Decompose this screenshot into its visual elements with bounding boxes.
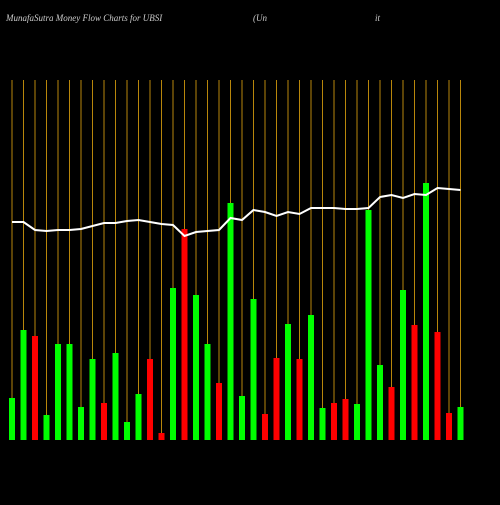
bar — [250, 299, 257, 440]
bar — [342, 399, 349, 440]
bar — [411, 325, 418, 440]
bar — [204, 344, 211, 440]
bar — [296, 359, 303, 440]
bar — [319, 408, 326, 440]
bar — [32, 336, 38, 440]
bar — [423, 183, 429, 440]
bar — [55, 344, 61, 440]
bar — [365, 210, 372, 440]
bar — [227, 203, 234, 440]
bar — [9, 398, 15, 440]
bar — [89, 359, 96, 440]
bar — [400, 290, 406, 440]
bar — [78, 407, 84, 440]
bar — [457, 407, 464, 440]
bar — [377, 365, 383, 440]
bar — [158, 433, 165, 440]
bar — [331, 403, 337, 440]
chart-subtitle-end: it — [375, 13, 381, 23]
chart-title: MunafaSutra Money Flow Charts for UBSI — [5, 13, 163, 23]
chart-subtitle: (Un — [253, 13, 267, 23]
bar — [101, 403, 107, 440]
bar — [354, 404, 360, 440]
bar — [308, 315, 314, 440]
bar — [20, 330, 27, 440]
bar — [434, 332, 441, 440]
bar — [112, 353, 119, 440]
bar — [388, 387, 395, 440]
bar — [135, 394, 142, 440]
bar — [446, 413, 452, 440]
bar — [66, 344, 73, 440]
bar — [43, 415, 50, 440]
bar — [273, 358, 280, 440]
bar — [193, 295, 199, 440]
bar — [181, 229, 188, 440]
price-line — [12, 186, 461, 238]
bar — [239, 396, 245, 440]
bar — [124, 422, 130, 440]
bar — [262, 414, 268, 440]
bar — [216, 383, 222, 440]
bar — [285, 324, 291, 440]
bar — [170, 288, 176, 440]
bar — [147, 359, 153, 440]
